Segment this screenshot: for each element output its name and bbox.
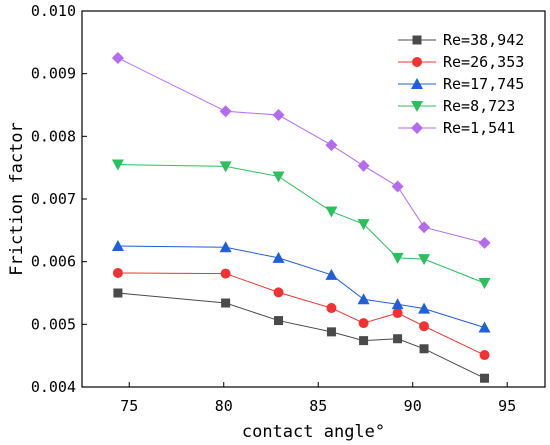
x-tick-label: 75 [120, 397, 138, 415]
data-point [391, 252, 404, 264]
data-point [418, 221, 431, 234]
data-point [325, 206, 338, 218]
data-point [325, 139, 338, 152]
x-axis-label: contact angle° [242, 422, 385, 442]
data-point [480, 373, 490, 383]
y-axis-label: Friction factor [7, 122, 27, 276]
series-3 [111, 240, 491, 333]
data-point [393, 334, 403, 344]
legend-item: Re=38,942 [398, 31, 524, 49]
data-point [326, 303, 337, 314]
x-tick-label: 95 [498, 397, 516, 415]
data-point [113, 288, 123, 298]
legend-item: Re=1,541 [398, 119, 515, 137]
legend-item: Re=17,745 [398, 75, 524, 93]
x-axis: 75 80 85 90 95 [120, 382, 516, 415]
legend-marker [412, 57, 422, 67]
data-point [221, 298, 231, 308]
data-point [325, 268, 338, 280]
data-point [359, 336, 369, 346]
data-point [478, 321, 491, 333]
legend-item: Re=26,353 [398, 53, 524, 71]
data-point [357, 293, 370, 305]
y-tick-label: 0.007 [31, 190, 76, 208]
data-point [418, 254, 431, 266]
legend-marker [412, 35, 422, 45]
data-point [274, 316, 284, 326]
data-point [391, 298, 404, 310]
x-tick-label: 80 [215, 397, 233, 415]
legend-marker [411, 101, 423, 112]
data-point [478, 236, 491, 249]
data-point [111, 52, 124, 64]
legend-item: Re=8,723 [398, 97, 515, 115]
data-point [479, 350, 490, 361]
data-point [478, 277, 491, 289]
series-line [117, 164, 485, 284]
y-axis: 0.004 0.005 0.006 0.007 0.008 0.009 0.010 [31, 2, 87, 396]
data-point [273, 287, 284, 298]
data-point [418, 302, 431, 314]
data-point [326, 327, 336, 337]
series-2 [112, 267, 490, 361]
legend-marker [411, 122, 423, 134]
data-point [111, 240, 124, 251]
data-point [219, 105, 232, 118]
data-point [357, 219, 370, 231]
legend-label: Re=26,353 [443, 53, 524, 71]
series-line [117, 245, 485, 328]
data-point [112, 267, 123, 278]
data-point [357, 159, 370, 172]
legend: Re=38,942 Re=26,353 Re=17,745 Re=8,723 Re=1,… [398, 31, 524, 137]
data-point [219, 241, 232, 253]
series-line [117, 272, 485, 356]
data-point [392, 308, 403, 319]
legend-label: Re=1,541 [443, 119, 515, 137]
series-1 [113, 288, 490, 383]
data-point [272, 251, 285, 263]
data-point [272, 171, 285, 183]
legend-marker [411, 78, 423, 89]
legend-label: Re=17,745 [443, 75, 524, 93]
data-point [358, 318, 369, 329]
series-5 [111, 52, 491, 249]
data-point [272, 109, 285, 122]
data-point [219, 161, 232, 173]
data-point [220, 268, 231, 279]
series-line [117, 57, 485, 244]
data-point [419, 344, 429, 354]
data-point [111, 159, 124, 171]
legend-label: Re=38,942 [443, 31, 524, 49]
legend-label: Re=8,723 [443, 97, 515, 115]
series-line [117, 292, 485, 379]
y-tick-label: 0.009 [31, 65, 76, 83]
x-tick-label: 85 [309, 397, 327, 415]
y-tick-label: 0.008 [31, 127, 76, 145]
y-tick-label: 0.006 [31, 253, 76, 271]
data-point [419, 321, 430, 332]
series-4 [111, 159, 491, 289]
x-tick-label: 90 [404, 397, 422, 415]
series-layer [111, 52, 491, 383]
data-point [391, 180, 404, 193]
y-tick-label: 0.005 [31, 315, 76, 333]
y-tick-label: 0.004 [31, 378, 76, 396]
y-tick-label: 0.010 [31, 2, 76, 20]
